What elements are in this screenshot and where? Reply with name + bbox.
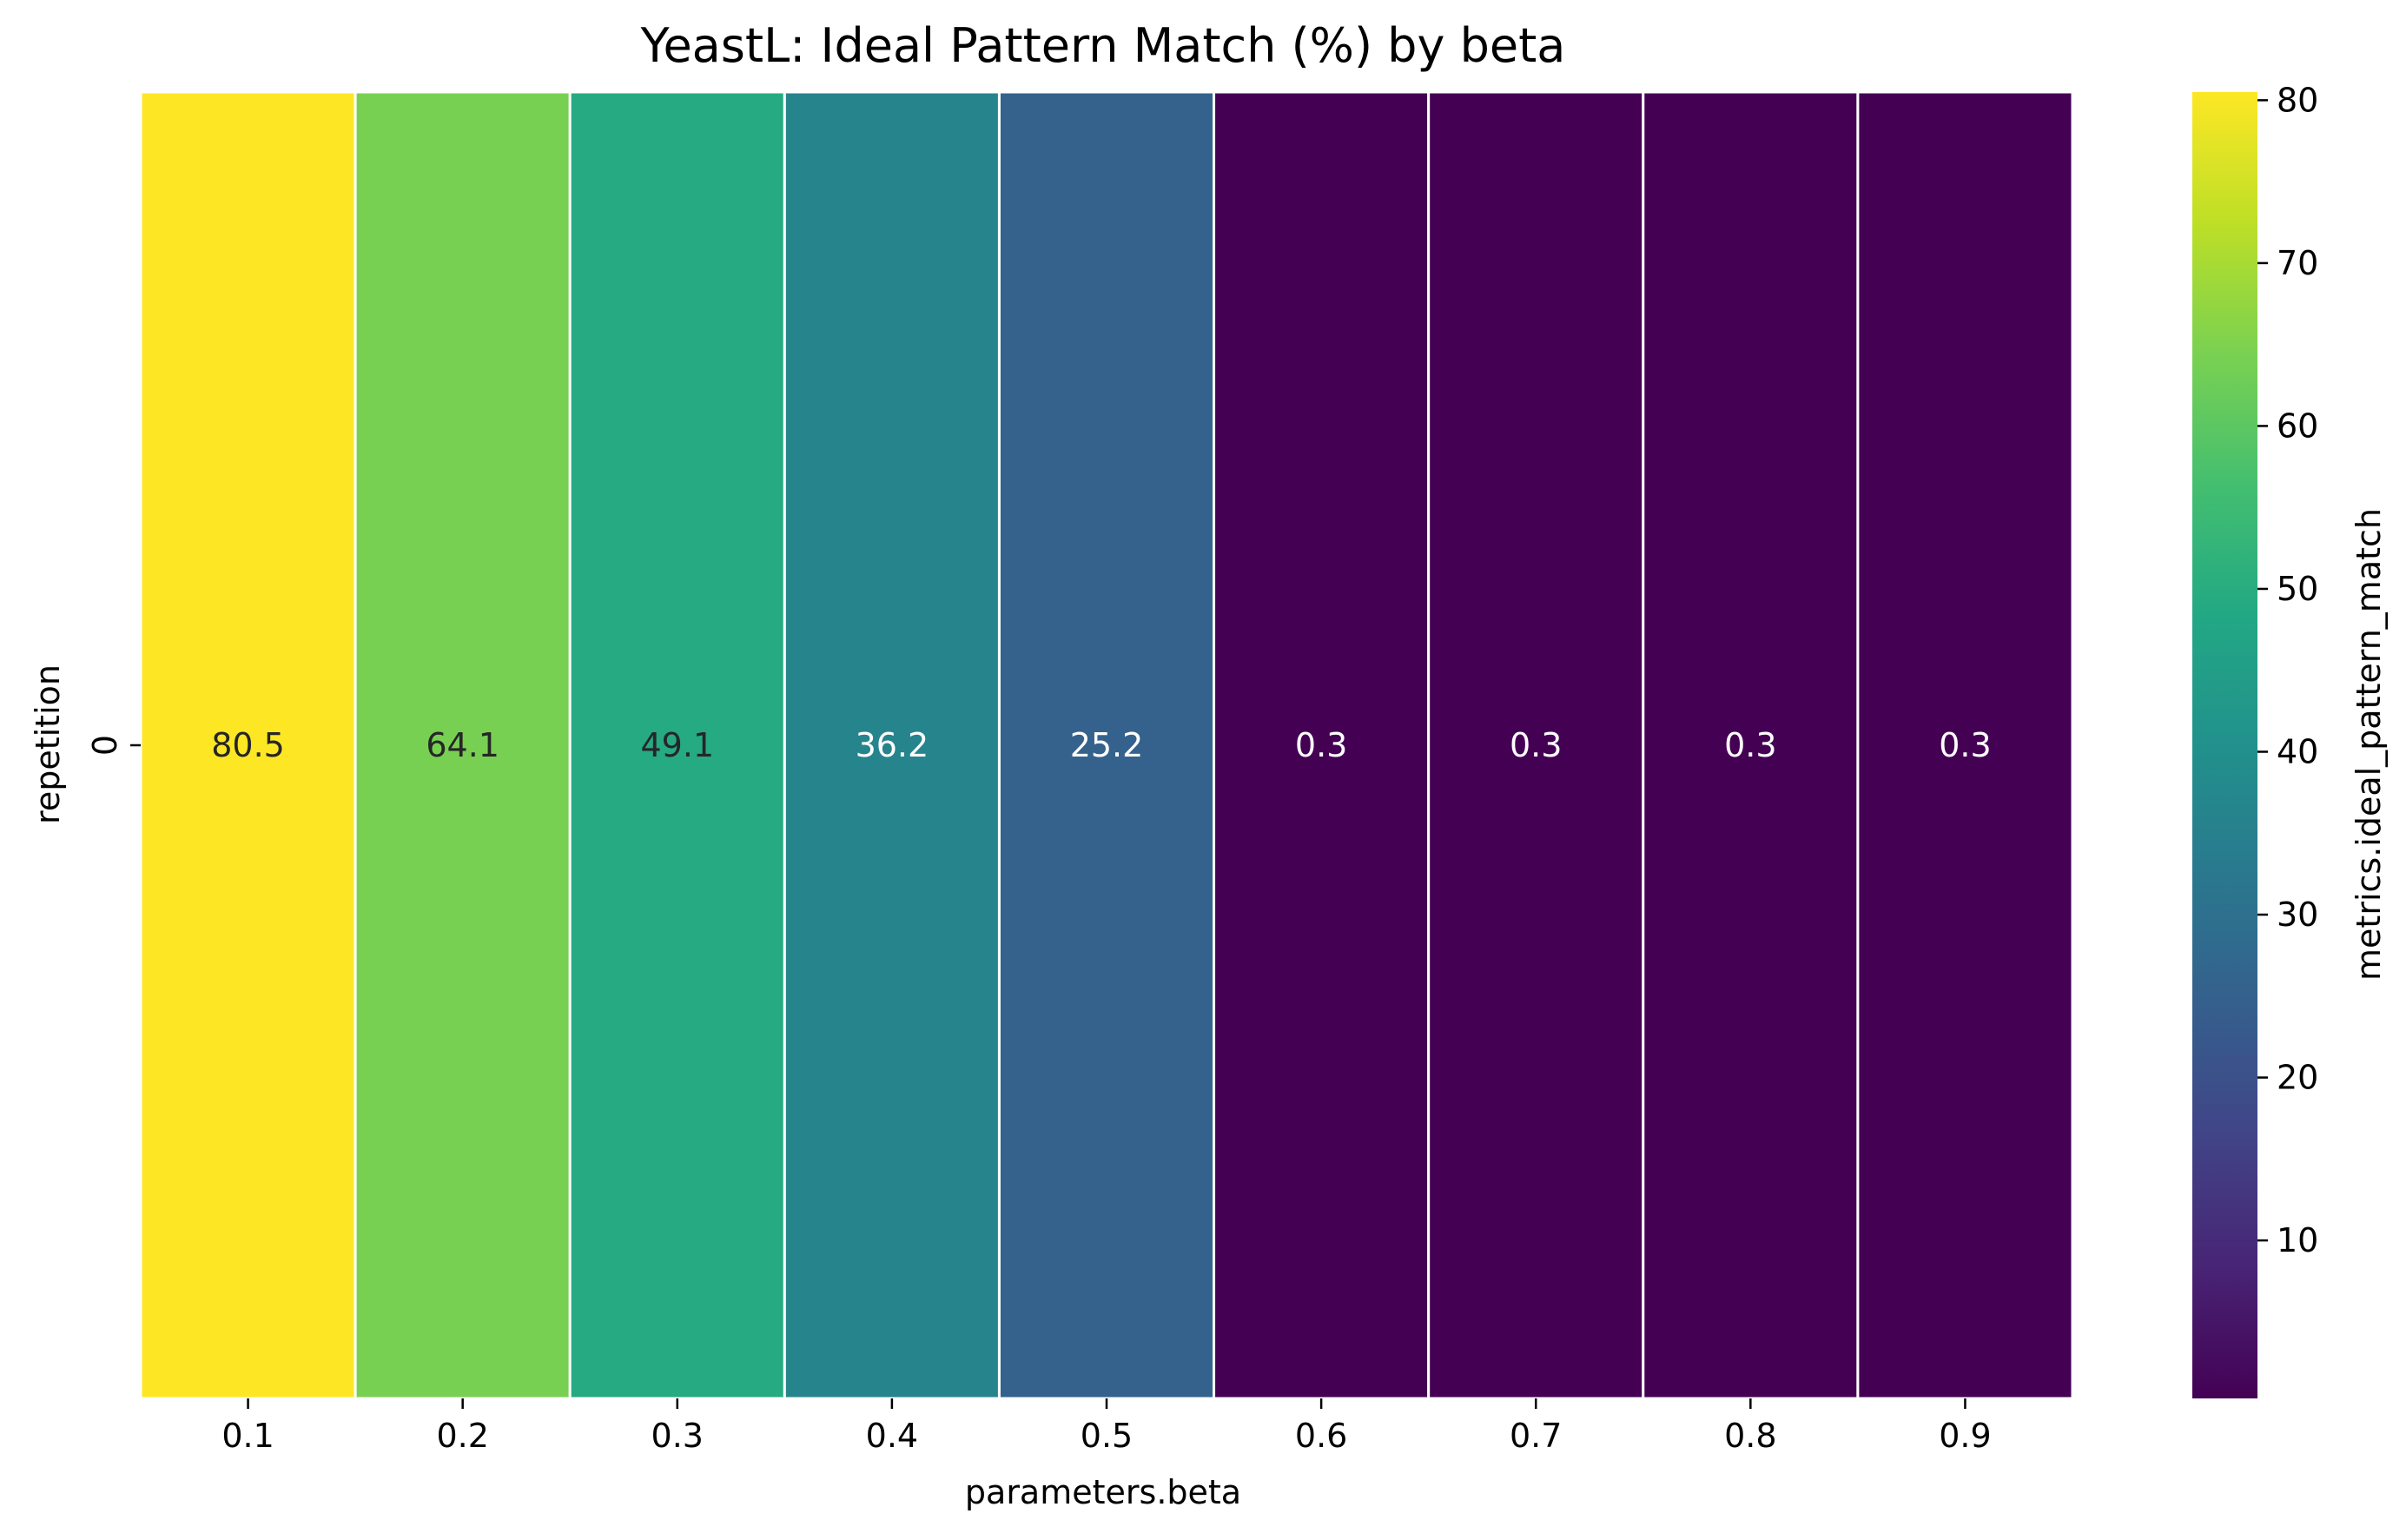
y-axis: 0 — [86, 735, 141, 756]
colorbar-tick-label: 30 — [2277, 896, 2318, 934]
colorbar-tick-label: 70 — [2277, 244, 2318, 282]
heatmap-cell — [139, 90, 357, 1400]
heatmap-cell — [1642, 90, 1860, 1400]
heatmap-cell — [354, 90, 572, 1400]
chart-title: YeastL: Ideal Pattern Match (%) by beta — [640, 18, 1566, 73]
x-axis: 0.1 0.2 0.3 0.4 0.5 0.6 0.7 0.8 0.9 — [221, 1398, 1992, 1455]
x-tick-label: 0.4 — [866, 1417, 918, 1455]
colorbar-tick-label: 80 — [2277, 81, 2318, 119]
x-tick-label: 0.9 — [1939, 1417, 1991, 1455]
colorbar-tick-label: 20 — [2277, 1059, 2318, 1097]
y-tick-label: 0 — [86, 735, 124, 756]
colorbar-ticks: 10 20 30 40 50 60 70 80 — [2257, 81, 2318, 1259]
x-tick-label: 0.7 — [1510, 1417, 1562, 1455]
heatmap-cell — [568, 90, 786, 1400]
heatmap-cell — [783, 90, 1001, 1400]
heatmap-cells — [139, 90, 2074, 1400]
colorbar-tick-label: 10 — [2277, 1221, 2318, 1259]
colorbar — [2192, 92, 2257, 1398]
colorbar-label: metrics.ideal_pattern_match — [2350, 508, 2388, 981]
cell-annotation: 80.5 — [211, 726, 285, 764]
cell-annotation: 0.3 — [1295, 726, 1347, 764]
colorbar-tick-label: 50 — [2277, 570, 2318, 608]
x-tick-label: 0.1 — [221, 1417, 274, 1455]
heatmap-cell — [997, 90, 1216, 1400]
colorbar-tick-label: 60 — [2277, 406, 2318, 445]
y-axis-label: repetition — [29, 664, 67, 824]
cell-annotation: 0.3 — [1939, 726, 1991, 764]
x-tick-label: 0.8 — [1724, 1417, 1776, 1455]
colorbar-tick-label: 40 — [2277, 733, 2318, 771]
cell-annotations: 80.5 64.1 49.1 36.2 25.2 0.3 0.3 0.3 0.3 — [211, 726, 1991, 764]
cell-annotation: 49.1 — [640, 726, 714, 764]
cell-annotation: 0.3 — [1724, 726, 1776, 764]
x-axis-label: parameters.beta — [965, 1473, 1241, 1511]
x-tick-label: 0.6 — [1295, 1417, 1347, 1455]
cell-annotation: 0.3 — [1510, 726, 1562, 764]
cell-annotation: 64.1 — [426, 726, 499, 764]
x-tick-label: 0.2 — [436, 1417, 488, 1455]
x-tick-label: 0.5 — [1081, 1417, 1133, 1455]
cell-annotation: 25.2 — [1070, 726, 1144, 764]
x-tick-label: 0.3 — [651, 1417, 704, 1455]
heatmap-cell — [1213, 90, 1431, 1400]
cell-annotation: 36.2 — [856, 726, 929, 764]
